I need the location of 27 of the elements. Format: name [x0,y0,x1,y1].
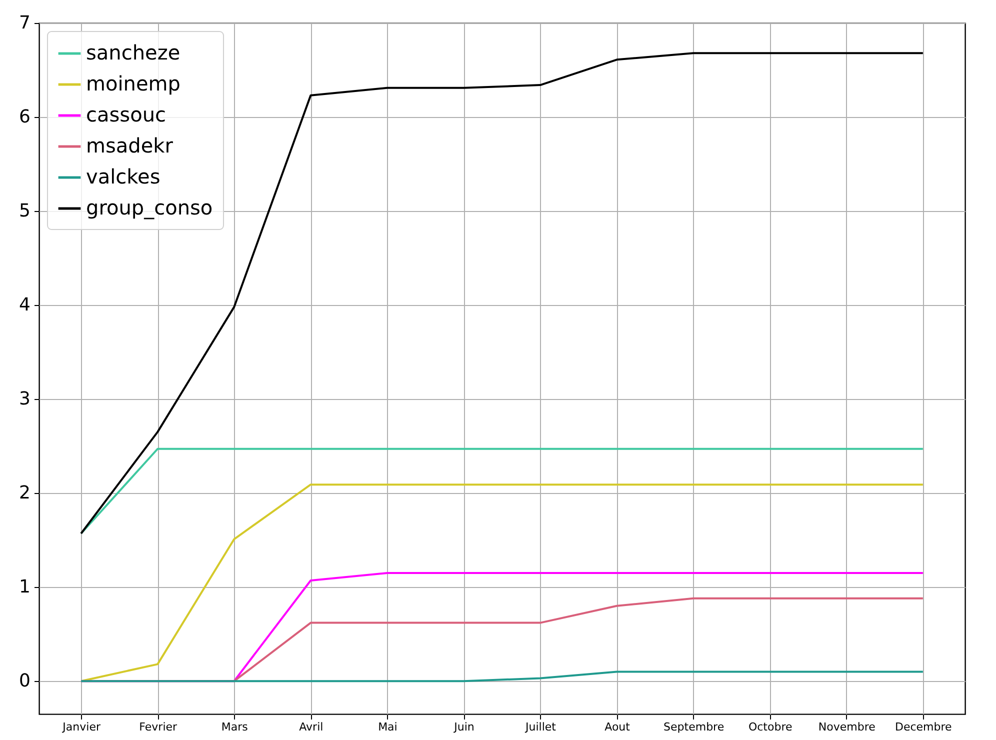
x-tick-label: Septembre [664,720,724,734]
legend-label: valckes [86,164,160,188]
legend-label: group_conso [86,196,213,220]
y-tick-label: 1 [19,576,30,598]
legend-label: cassouc [86,102,166,126]
x-tick-label: Mars [221,720,248,734]
line-series [80,484,924,682]
x-tick-label: Mai [378,720,398,734]
x-tick-label: Octobre [748,720,792,734]
legend-label: moinemp [86,72,180,96]
y-tick-label: 3 [19,388,30,410]
y-tick-label: 0 [19,670,30,692]
x-tick-label: Janvier [62,720,101,734]
y-tick-label: 5 [19,200,30,222]
y-tick-label: 7 [19,12,30,34]
x-tick-label: Juin [453,720,474,734]
x-tick-label: Aout [604,720,631,734]
legend-label: msadekr [86,134,174,158]
x-tick-label: Decembre [895,720,952,734]
x-tick-label: Juillet [524,720,557,734]
y-tick-label: 2 [19,482,30,504]
legend-label: sancheze [86,40,180,64]
x-tick-label: Novembre [818,720,876,734]
x-tick-label: Fevrier [139,720,178,734]
y-tick-label: 4 [19,294,30,316]
y-tick-label: 6 [19,106,30,128]
x-tick-label: Avril [299,720,324,734]
